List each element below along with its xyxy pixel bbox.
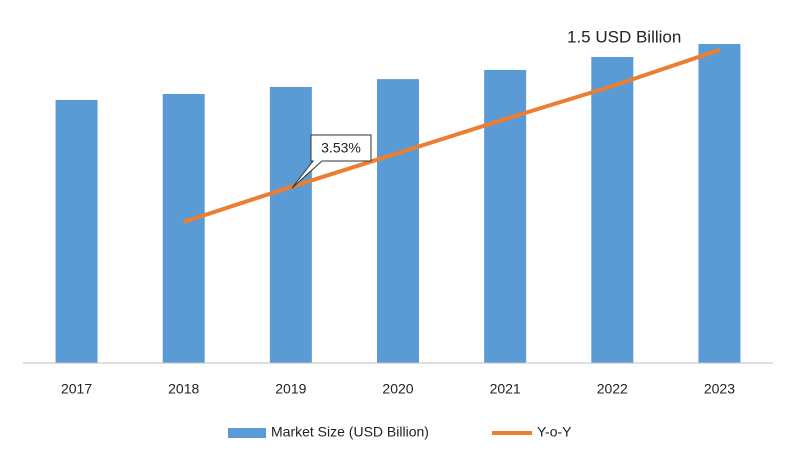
- x-tick-label: 2019: [275, 381, 306, 397]
- x-tick-label: 2018: [168, 381, 199, 397]
- bar: [591, 56, 634, 364]
- callout: [291, 134, 372, 189]
- legend-label: Y-o-Y: [537, 424, 572, 440]
- bar: [55, 99, 98, 363]
- line: [183, 48, 721, 224]
- annotation: 3.53%: [321, 140, 361, 156]
- x-tick-label: 2020: [382, 381, 413, 397]
- bar: [377, 79, 419, 363]
- x-tick-label: 2022: [597, 381, 628, 397]
- x-tick-label: 2021: [490, 381, 521, 397]
- bar: [162, 93, 205, 363]
- annotation: 1.5 USD Billion: [567, 27, 681, 46]
- x-tick-label: 2017: [61, 381, 92, 397]
- legend-label: Market Size (USD Billion): [271, 424, 429, 440]
- legend-swatch: [228, 428, 266, 438]
- bar: [269, 86, 312, 363]
- x-tick-label: 2023: [704, 381, 735, 397]
- bar: [698, 44, 741, 363]
